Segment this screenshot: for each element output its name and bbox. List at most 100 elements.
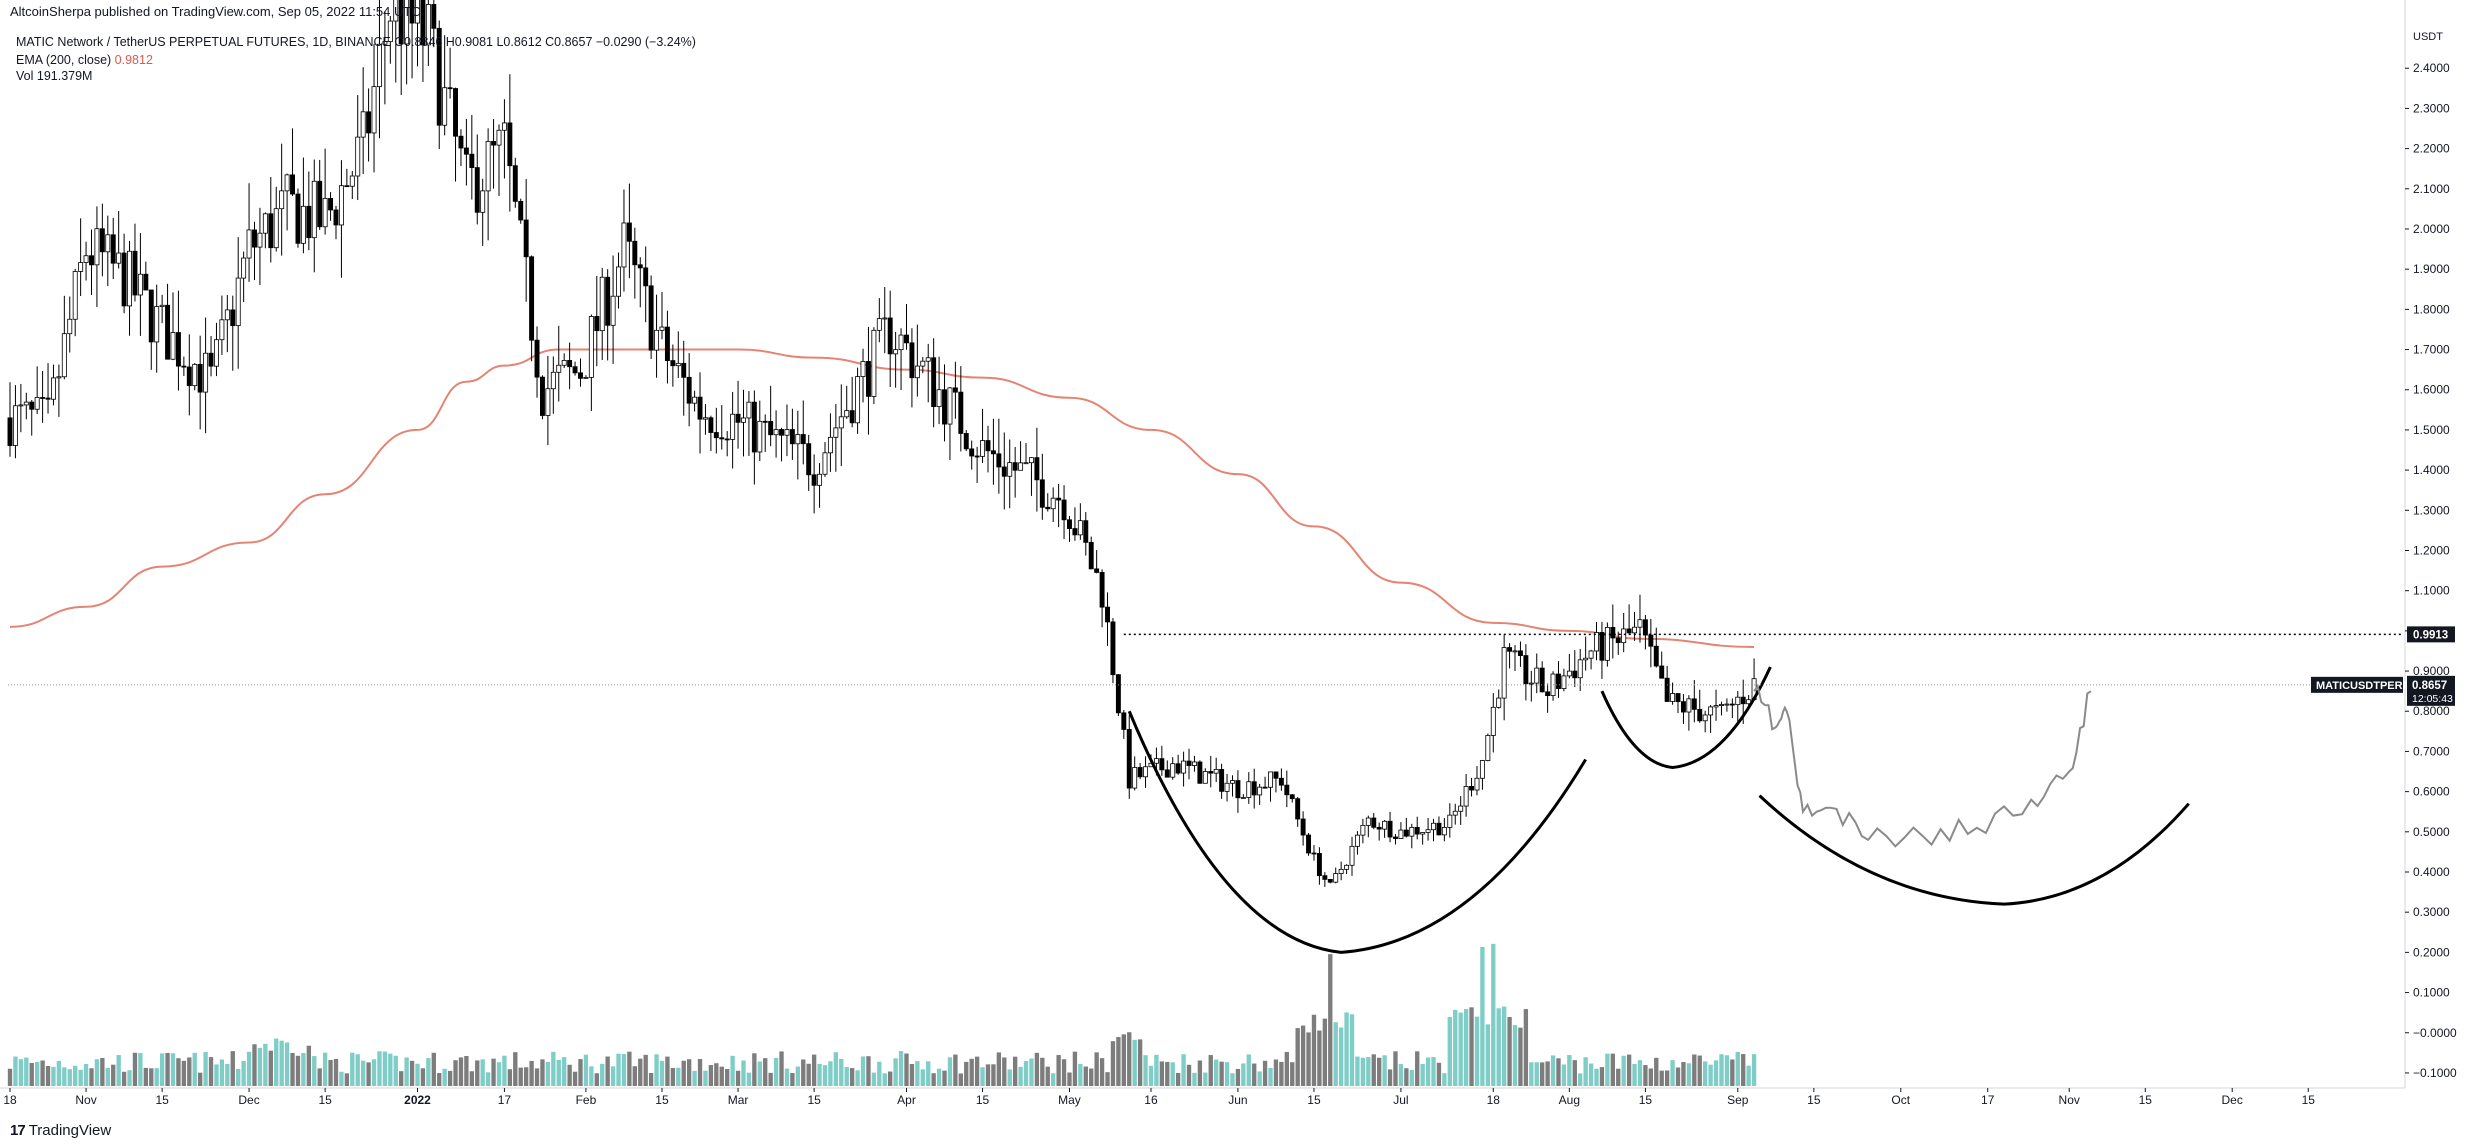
ema-layer: [9, 348, 1755, 648]
volume-bar: [1094, 1052, 1099, 1086]
volume-bar: [1485, 1024, 1491, 1086]
footer-brand[interactable]: 17 TradingView: [10, 1122, 111, 1139]
candle: [876, 318, 882, 331]
volume-bar: [1284, 1051, 1289, 1086]
volume-bar: [241, 1060, 246, 1086]
candle: [751, 401, 757, 453]
volume-bar: [1387, 1069, 1393, 1086]
candle: [1376, 826, 1382, 830]
volume-bar: [420, 1068, 426, 1086]
candle: [1186, 760, 1192, 766]
volume-bar: [942, 1070, 947, 1086]
rounded-bottom-arc[interactable]: [1600, 666, 1772, 770]
volume-bar: [529, 1060, 534, 1086]
volume-bar: [268, 1050, 273, 1086]
volume-bar: [866, 1056, 871, 1086]
ema-legend-value: 0.9812: [114, 53, 153, 67]
candle: [996, 453, 1002, 468]
candle: [317, 180, 323, 228]
candle: [974, 455, 980, 458]
volume-bar: [1670, 1060, 1675, 1086]
volume-bar: [1311, 1014, 1317, 1086]
volume-bar: [822, 1065, 828, 1086]
time-tick-label: 2022: [404, 1093, 431, 1107]
candle: [56, 376, 62, 379]
candle: [67, 318, 73, 335]
volume-bar: [545, 1062, 551, 1086]
candle: [914, 365, 920, 379]
candle: [719, 437, 725, 440]
candle: [1349, 845, 1355, 866]
volume-bar: [730, 1055, 735, 1086]
candle: [1306, 834, 1312, 854]
volume-bar: [339, 1071, 344, 1086]
candle: [882, 317, 888, 320]
candle: [1626, 628, 1632, 634]
candle: [89, 255, 94, 266]
candle: [219, 319, 225, 341]
volume-bar: [735, 1070, 741, 1086]
candle: [420, 0, 426, 46]
ema-legend[interactable]: EMA (200, close) 0.9812: [16, 52, 153, 68]
volume-bar: [1703, 1061, 1708, 1086]
volume-bar: [1349, 1014, 1355, 1086]
volume-bar: [638, 1058, 643, 1086]
candle: [1539, 667, 1545, 693]
candle: [681, 362, 687, 378]
candle: [1170, 763, 1176, 778]
rounded-bottom-arc[interactable]: [1758, 794, 2190, 906]
candle: [1735, 696, 1741, 706]
candle: [659, 326, 665, 331]
candle: [1436, 822, 1442, 836]
volume-bar: [263, 1043, 268, 1086]
volume-bar: [1159, 1061, 1165, 1086]
symbol-legend[interactable]: MATIC Network / TetherUS PERPETUAL FUTUR…: [16, 35, 696, 49]
candle: [648, 285, 654, 351]
volume-bar: [225, 1063, 230, 1086]
volume-bar: [208, 1057, 214, 1086]
candle: [1724, 703, 1730, 706]
candle: [822, 452, 828, 475]
candle: [105, 234, 111, 253]
candle: [1235, 780, 1241, 799]
volume-bar: [73, 1065, 78, 1086]
price-axis[interactable]: USDT 2.4000 2.3000 2.2000 2.1000 2.0000 1.9000…: [2404, 0, 2457, 1088]
volume-bar: [610, 1066, 616, 1086]
time-axis[interactable]: 18 Nov 15 Dec 15 2022 17 Feb 15 Mar 15 Apr 15 May 16 Ju…: [0, 1087, 2405, 1107]
price-tick-label: 1.9000: [2413, 262, 2450, 276]
candle: [463, 147, 469, 155]
last-price-tag: [2407, 675, 2455, 706]
candle: [404, 0, 410, 45]
candle: [306, 205, 312, 239]
candle: [382, 41, 388, 45]
volume-legend[interactable]: Vol 191.379M: [16, 68, 92, 84]
volume-bar: [1686, 1063, 1692, 1086]
candle: [561, 360, 567, 366]
candle: [1452, 810, 1458, 816]
time-tick-label: 15: [1807, 1093, 1821, 1107]
volume-bar: [442, 1068, 447, 1086]
volume-bar: [969, 1058, 974, 1086]
time-tick-label: 15: [155, 1093, 169, 1107]
candle: [398, 0, 404, 45]
candle: [599, 276, 605, 332]
candle: [545, 388, 551, 416]
time-tick-label: Sep: [1727, 1093, 1749, 1107]
candle: [1398, 829, 1404, 839]
volume-bar: [355, 1054, 360, 1086]
candle: [154, 306, 160, 343]
volume-bar: [752, 1053, 757, 1086]
volume-bar: [415, 1063, 420, 1086]
volume-bar: [1545, 1061, 1550, 1086]
time-tick-label: Nov: [75, 1093, 96, 1107]
projection-path[interactable]: [1753, 683, 2092, 848]
rounded-bottom-arc[interactable]: [1127, 710, 1587, 954]
candle: [1463, 786, 1469, 807]
volume-bar: [1328, 954, 1333, 1086]
candle: [284, 174, 290, 192]
candle: [268, 213, 274, 249]
candle: [1039, 479, 1045, 508]
volume-bar: [382, 1051, 388, 1086]
volume-bar: [839, 1058, 844, 1086]
